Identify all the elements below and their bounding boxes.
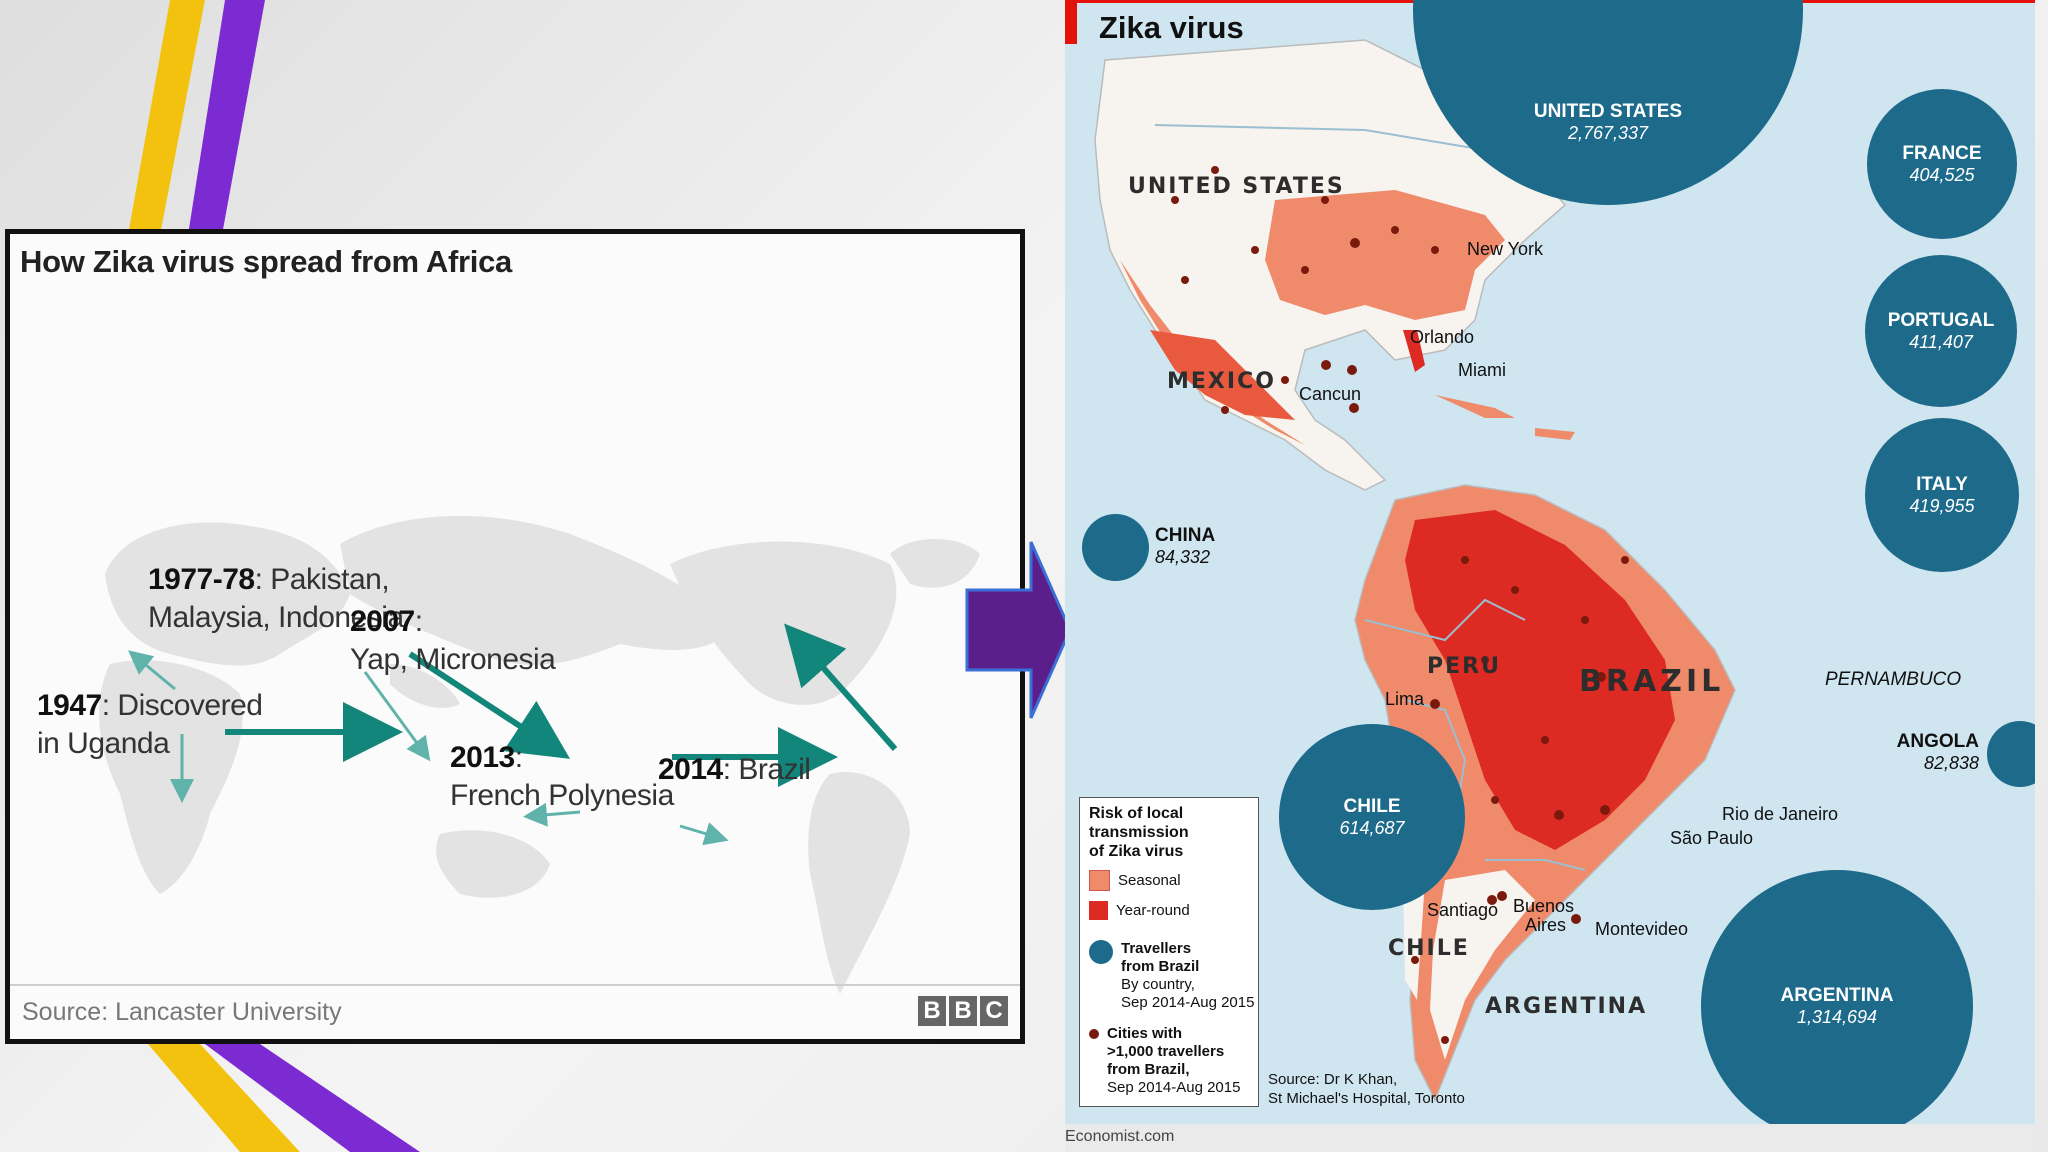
- bubble-china: [1082, 514, 1149, 581]
- city-label-sao-paulo: São Paulo: [1670, 828, 1754, 848]
- event-1977-label: 1977-78: Pakistan, Malaysia, Indonesia: [148, 563, 404, 634]
- bubble-angola: [1987, 721, 2035, 787]
- map-legend: Risk of local transmission of Zika virus…: [1079, 797, 1259, 1107]
- country-label-argentina: ARGENTINA: [1485, 994, 1648, 1019]
- bbc-zika-spread-panel: How Zika virus spread from Africa 1977-7…: [5, 229, 1025, 1044]
- purple-right-arrow-icon: [965, 541, 1072, 719]
- country-label-chile: CHILE: [1388, 936, 1470, 961]
- city-label-miami: Miami: [1458, 360, 1506, 380]
- bbc-logo: B B C: [918, 996, 1008, 1026]
- bbc-chart-title: How Zika virus spread from Africa: [20, 244, 512, 279]
- bbc-footer: Source: Lancaster University B B C: [10, 984, 1020, 1039]
- arrow-asia-yap: [408, 651, 571, 759]
- event-2014-label: 2014: Brazil: [658, 753, 811, 786]
- city-label-new-york: New York: [1467, 239, 1544, 259]
- label-angola: ANGOLA 82,838: [1896, 731, 1979, 773]
- country-label-brazil: BRAZIL: [1579, 664, 1725, 699]
- city-label-rio-de-janeiro: Rio de Janeiro: [1722, 804, 1839, 824]
- city-label-buenos-aires: Buenos Aires: [1513, 896, 1575, 935]
- city-dots: [1171, 166, 1629, 1044]
- country-label-mexico: MEXICO: [1167, 369, 1276, 394]
- legend-title: Risk of local transmission of Zika virus: [1089, 805, 1189, 860]
- country-label-peru: PERU: [1427, 654, 1501, 679]
- bbc-source-text: Source: Lancaster University: [22, 998, 342, 1026]
- economist-zika-map-panel: Zika virus UNITED STATES 2,767,337 FRANC…: [1065, 0, 2035, 1152]
- bubble-portugal: PORTUGAL 411,407: [1865, 255, 2017, 407]
- city-label-pernambuco: PERNAMBUCO: [1825, 669, 1962, 690]
- city-label-santiago: Santiago: [1427, 900, 1499, 920]
- country-label-united-states: UNITED STATES: [1128, 174, 1345, 199]
- bubble-france: FRANCE 404,525: [1867, 89, 2017, 239]
- bubble-argentina: ARGENTINA 1,314,694: [1701, 870, 1973, 1142]
- economist-source-text: Source: Dr K Khan, St Michael's Hospital,…: [1268, 1071, 1465, 1107]
- americas-map: [1094, 39, 1736, 1102]
- city-label-orlando: Orlando: [1410, 327, 1475, 347]
- arrow-brazil-north: [784, 623, 898, 751]
- economist-red-tag: [1065, 0, 1077, 44]
- event-2007-label: 2007: Yap, Micronesia: [350, 605, 556, 676]
- city-label-montevideo: Montevideo: [1595, 919, 1689, 939]
- legend-cities: Cities with >1,000 travellers from Brazil,…: [1089, 1025, 1240, 1097]
- label-china: CHINA 84,332: [1155, 525, 1216, 567]
- city-label-cancun: Cancun: [1299, 384, 1362, 404]
- legend-year-round: Year-round: [1089, 901, 1190, 920]
- economist-footer-link[interactable]: Economist.com: [1065, 1128, 1175, 1145]
- city-label-lima: Lima: [1385, 689, 1425, 709]
- bubble-chile: CHILE 614,687: [1279, 724, 1465, 910]
- economist-map-title: Zika virus: [1099, 10, 1244, 45]
- bubble-italy: ITALY 419,955: [1865, 418, 2019, 572]
- event-2013-label: 2013: French Polynesia: [450, 741, 674, 812]
- legend-seasonal: Seasonal: [1089, 870, 1181, 891]
- spread-arrows: [128, 623, 898, 846]
- legend-travellers: Travellers from Brazil By country, Sep 2014…: [1089, 940, 1254, 1012]
- economist-footer: Economist.com: [1065, 1124, 2035, 1152]
- event-1947-label: 1947: Discovered in Uganda: [37, 689, 263, 760]
